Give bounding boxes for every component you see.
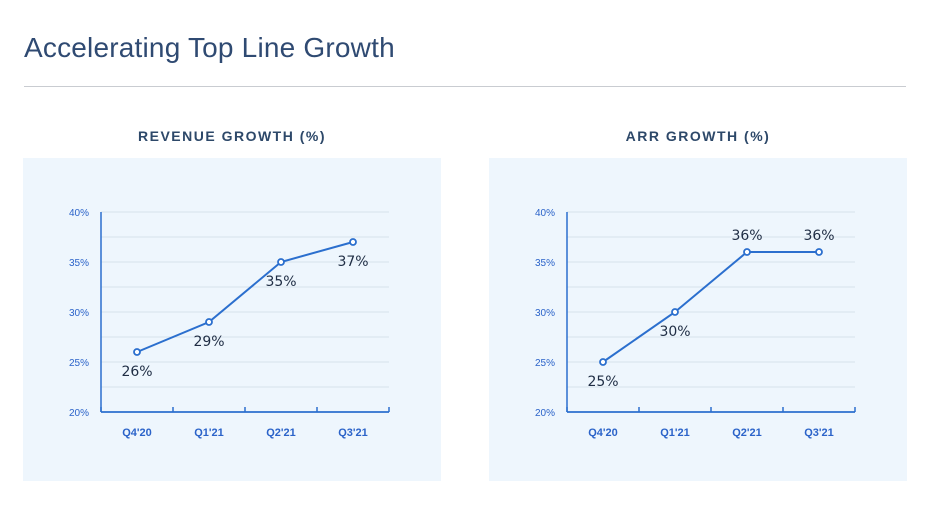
x-tick-label: Q3'21 [804,427,834,439]
data-point [133,348,141,356]
x-tick-label: Q2'21 [732,427,762,439]
data-point [671,308,679,316]
data-label: 30% [659,324,690,340]
series-line [136,241,354,353]
x-tick-label: Q4'20 [588,427,618,439]
x-tick-label: Q1'21 [194,427,224,439]
revenue-chart-title: REVENUE GROWTH (%) [138,128,326,144]
x-tick-label: Q2'21 [266,427,296,439]
series-line [602,251,819,363]
y-tick-label: 25% [535,358,555,369]
data-label: 25% [587,374,618,390]
data-label: 37% [337,254,368,270]
y-tick-label: 35% [535,258,555,269]
data-label: 26% [121,364,152,380]
y-tick-label: 30% [69,308,89,319]
data-point [815,248,823,256]
y-tick-label: 20% [535,408,555,419]
data-label: 36% [803,228,834,244]
data-point [599,358,607,366]
data-point [277,258,285,266]
data-point [349,238,357,246]
y-tick-label: 30% [535,308,555,319]
data-label: 29% [193,334,224,350]
y-tick-label: 25% [69,358,89,369]
y-tick-label: 40% [69,208,89,219]
data-point [205,318,213,326]
title-divider [24,86,906,87]
data-label: 36% [731,228,762,244]
arr-chart-title: ARR GROWTH (%) [625,128,771,144]
y-tick-label: 40% [535,208,555,219]
y-tick-label: 20% [69,408,89,419]
arr-chart-panel: 20% 25% 30% 35% 40% Q4'20 Q1'21 Q2'21 Q3'21 25% 30… [489,158,907,481]
x-tick-label: Q4'20 [122,427,152,439]
x-tick-label: Q3'21 [338,427,368,439]
data-label: 35% [265,274,296,290]
revenue-chart-panel: 20% 25% 30% 35% 40% Q4'20 Q1'21 Q2'21 Q3'21 26% 29… [23,158,441,481]
x-tick-label: Q1'21 [660,427,690,439]
y-tick-label: 35% [69,258,89,269]
revenue-growth-chart: 20% 25% 30% 35% 40% Q4'20 Q1'21 Q2'21 Q3'21 26% 29… [69,208,390,439]
data-point [743,248,751,256]
page-title: Accelerating Top Line Growth [24,32,395,63]
arr-growth-chart: 20% 25% 30% 35% 40% Q4'20 Q1'21 Q2'21 Q3'21 25% 30… [535,208,856,439]
